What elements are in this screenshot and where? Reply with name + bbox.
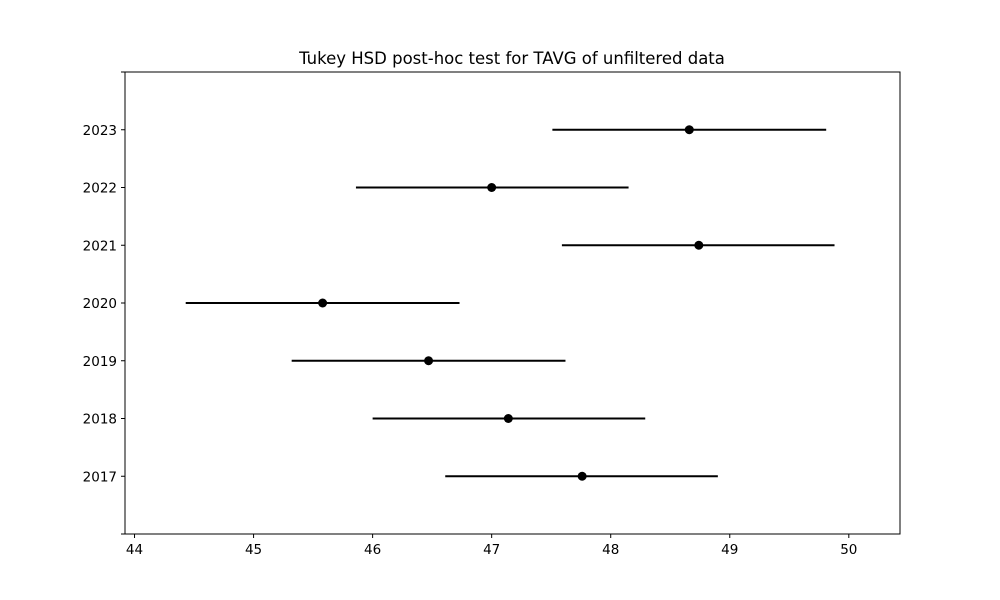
mean-point xyxy=(694,240,704,250)
y-tick-label: 2022 xyxy=(83,181,117,197)
y-tick-label: 2020 xyxy=(83,296,117,312)
y-tick-label: 2021 xyxy=(83,238,117,254)
x-tick-label: 47 xyxy=(483,542,500,558)
plot-marks xyxy=(185,125,835,481)
y-axis: 2017 2018 2019 2020 2021 2022 2023 xyxy=(83,71,125,535)
mean-point xyxy=(684,125,694,135)
x-tick-label: 45 xyxy=(245,542,262,558)
x-tick-label: 49 xyxy=(721,542,738,558)
y-tick-label: 2017 xyxy=(83,469,117,485)
x-tick-label: 46 xyxy=(364,542,381,558)
mean-point xyxy=(318,298,328,308)
mean-point xyxy=(487,183,497,192)
x-tick-label: 48 xyxy=(602,542,619,558)
chart-title: Tukey HSD post-hoc test for TAVG of unfi… xyxy=(298,49,725,68)
x-tick-label: 50 xyxy=(840,542,857,558)
mean-point xyxy=(424,356,434,366)
y-tick-label: 2023 xyxy=(83,123,117,139)
x-axis: 44 45 46 47 48 49 50 xyxy=(126,534,857,558)
y-tick-label: 2018 xyxy=(83,412,117,428)
x-tick-label: 44 xyxy=(126,542,143,558)
mean-point xyxy=(577,471,587,481)
y-tick-label: 2019 xyxy=(83,354,117,370)
mean-point xyxy=(503,414,513,423)
